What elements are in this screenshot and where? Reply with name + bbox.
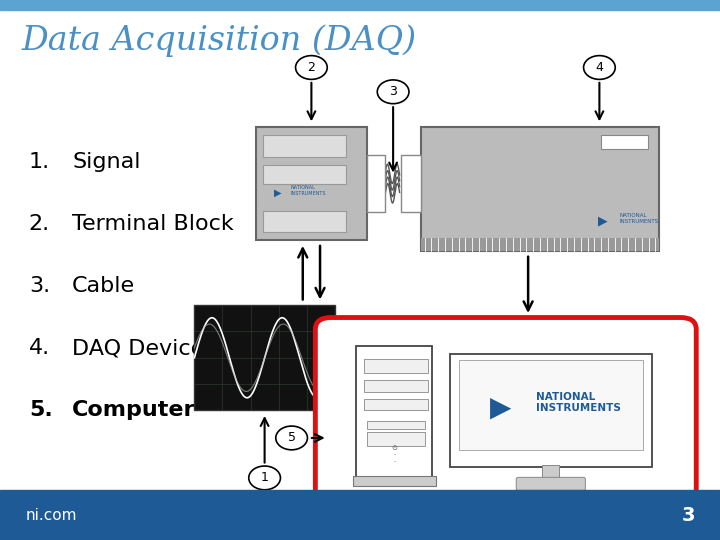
Text: 3: 3 — [681, 505, 695, 525]
Text: Terminal Block: Terminal Block — [72, 214, 234, 234]
Bar — [263, 135, 346, 157]
Bar — [450, 354, 652, 467]
Bar — [364, 399, 428, 410]
Bar — [0, 490, 720, 540]
Text: 3: 3 — [390, 85, 397, 98]
FancyBboxPatch shape — [516, 477, 585, 490]
Text: ▶: ▶ — [490, 394, 511, 422]
Text: 3.: 3. — [29, 276, 50, 296]
Text: 2.: 2. — [29, 214, 50, 234]
Circle shape — [377, 80, 409, 104]
Bar — [194, 305, 335, 410]
Bar — [401, 156, 421, 212]
Text: Signal: Signal — [72, 152, 140, 172]
Text: NATIONAL
INSTRUMENTS: NATIONAL INSTRUMENTS — [536, 392, 621, 413]
Text: Data Acquisition (DAQ): Data Acquisition (DAQ) — [22, 24, 417, 57]
Bar — [421, 127, 659, 251]
Text: NATIONAL
INSTRUMENTS: NATIONAL INSTRUMENTS — [619, 213, 658, 224]
Bar — [356, 346, 432, 478]
Bar — [367, 432, 425, 445]
Bar — [367, 156, 385, 212]
Text: 5: 5 — [287, 431, 296, 444]
Bar — [0, 0, 720, 10]
Text: DAQ Device: DAQ Device — [72, 338, 204, 359]
Text: 2: 2 — [307, 61, 315, 74]
Text: ▶: ▶ — [598, 215, 607, 228]
Bar — [353, 476, 436, 486]
Bar — [367, 421, 425, 429]
Text: 4.: 4. — [29, 338, 50, 359]
Text: Cable: Cable — [72, 276, 135, 296]
Bar — [364, 380, 428, 392]
Bar — [256, 127, 367, 240]
Text: ni.com: ni.com — [25, 508, 77, 523]
Circle shape — [276, 426, 307, 450]
FancyBboxPatch shape — [315, 318, 696, 503]
Bar — [263, 211, 346, 232]
Text: 5.: 5. — [29, 400, 53, 421]
Circle shape — [296, 56, 327, 79]
Bar — [542, 465, 559, 481]
Text: 1.: 1. — [29, 152, 50, 172]
Bar — [459, 360, 643, 450]
Text: 4: 4 — [595, 61, 603, 74]
Text: NATIONAL
INSTRUMENTS: NATIONAL INSTRUMENTS — [290, 185, 325, 196]
Bar — [421, 238, 659, 251]
Text: ▶: ▶ — [274, 188, 281, 198]
Circle shape — [249, 466, 281, 490]
Text: Computer: Computer — [72, 400, 196, 421]
Text: ⊙
·
·: ⊙ · · — [391, 445, 397, 465]
Circle shape — [583, 56, 615, 79]
Text: 1: 1 — [261, 471, 269, 484]
Bar — [263, 165, 346, 184]
Bar — [601, 135, 648, 148]
Bar — [364, 359, 428, 373]
